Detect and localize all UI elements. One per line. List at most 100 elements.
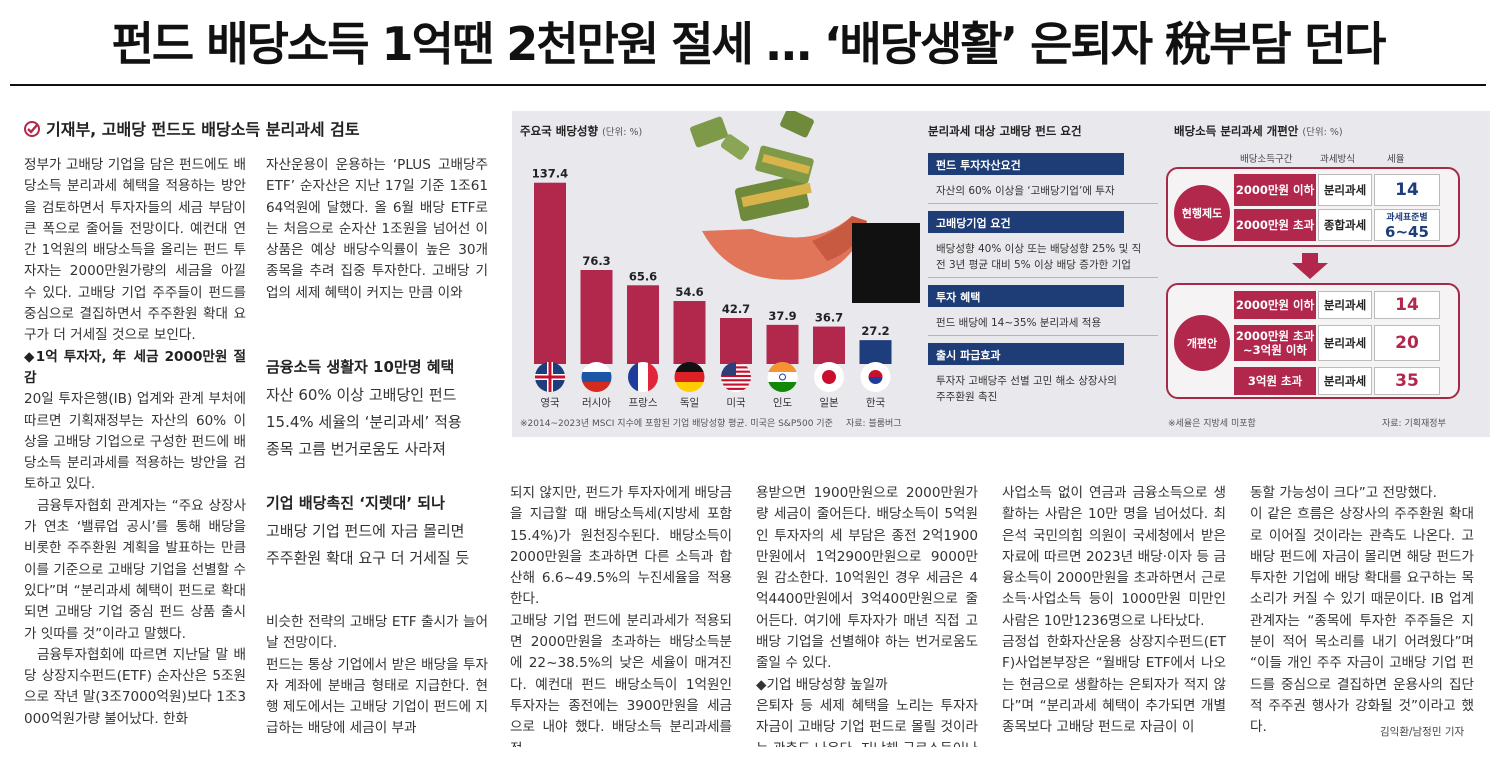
- chart-note: ※2014~2023년 MSCI 지수에 포함된 기업 배당성향 평균. 미국은…: [520, 419, 833, 429]
- col-head-rate: 세율: [1387, 154, 1405, 165]
- bar-value-label: 137.4: [532, 167, 568, 181]
- mid-text-2: 고배당 기업 펀드에 자금 몰리면 주주환원 확대 요구 더 거세질 듯: [266, 518, 496, 572]
- country-flag-icon: [767, 362, 798, 392]
- dark-block: [852, 223, 920, 303]
- infographic: 주요국 배당성향 (단위: %) 137.4 영국 76.3 러시아 65.6 프랑스 54…: [512, 111, 1490, 437]
- reform-title-text: 배당소득 분리과세 개편안: [1174, 124, 1299, 138]
- cur-range-1: 2000만원 이하: [1234, 174, 1316, 206]
- bar: [859, 340, 892, 364]
- bar-value-label: 36.7: [815, 311, 843, 325]
- req-head-4: 출시 파급효과: [928, 343, 1124, 365]
- category-label: 미국: [726, 397, 746, 409]
- req-body-4: 투자자 고배당주 선별 고민 해소 상장사의 주주환원 촉진: [936, 375, 1117, 403]
- cur-method-1: 분리과세: [1318, 174, 1372, 206]
- req-head-3: 투자 혜택: [928, 285, 1124, 307]
- category-label: 러시아: [582, 397, 611, 409]
- bar-value-label: 42.7: [722, 302, 750, 316]
- bar: [534, 182, 566, 364]
- divider: [928, 203, 1158, 204]
- reform-source: 자료: 기획재정부: [1382, 419, 1446, 429]
- bar-value-label: 76.3: [582, 254, 610, 268]
- col-head-method: 과세방식: [1320, 154, 1355, 165]
- req-body-3: 펀드 배당에 14~35% 분리과세 적용: [936, 317, 1102, 329]
- divider: [928, 335, 1158, 336]
- req-head-2: 고배당기업 요건: [928, 211, 1124, 233]
- bar-value-label: 37.9: [768, 309, 796, 323]
- paragraph: 금융투자협회에 따르면 지난달 말 배당 상장지수펀드(ETF) 순자산은 5조…: [24, 646, 246, 727]
- country-flag-icon: [581, 362, 612, 392]
- col-head-range: 배당소득구간: [1240, 154, 1293, 165]
- mid-line: 고배당 기업 펀드에 자금 몰리면: [266, 522, 465, 540]
- subhead-text: 기재부, 고배당 펀드도 배당소득 분리과세 검토: [46, 120, 360, 139]
- cur-rate-2: 과세표준별 6~45: [1374, 209, 1440, 241]
- country-flag-icon: [860, 362, 891, 392]
- cur-rate-1: 14: [1374, 174, 1440, 206]
- bar: [580, 270, 613, 364]
- mid-line: 15.4% 세율의 ‘분리과세’ 적용: [266, 413, 462, 431]
- country-flag-icon: [674, 362, 705, 392]
- headline-rule: [10, 84, 1486, 86]
- new-method-1: 분리과세: [1318, 291, 1372, 319]
- article-col-2: 자산운용이 운용하는 ‘PLUS 고배당주 ETF’ 순자산은 지난 17일 기…: [266, 157, 488, 301]
- new-range-1: 2000만원 이하: [1234, 291, 1316, 319]
- headline: 펀드 배당소득 1억땐 2천만원 절세 … ‘배당생활’ 은퇴자 稅부담 던다: [111, 17, 1387, 71]
- chart-title-text: 주요국 배당성향: [520, 124, 599, 138]
- bar: [673, 301, 706, 364]
- bar-value-label: 54.6: [675, 285, 703, 299]
- bar: [720, 318, 752, 364]
- category-label: 한국: [866, 397, 886, 409]
- bar-value-label: 27.2: [861, 324, 889, 338]
- country-flag-icon: [535, 362, 565, 392]
- bar: [813, 326, 845, 364]
- mid-line: 종목 고름 번거로움도 사라져: [266, 440, 446, 458]
- chart-title: 주요국 배당성향 (단위: %): [520, 123, 642, 139]
- paragraph: 20일 투자은행(IB) 업계와 관계 부처에 따르면 기획재정부는 자산의 6…: [24, 391, 246, 493]
- reform-title: 배당소득 분리과세 개편안 (단위: %): [1174, 123, 1343, 139]
- mid-line: 자산 60% 이상 고배당인 펀드: [266, 386, 457, 404]
- new-rate-1: 14: [1374, 291, 1440, 319]
- requirements-title: 분리과세 대상 고배당 펀드 요건: [928, 124, 1082, 138]
- article-col-1: 정부가 고배당 기업을 담은 펀드에도 배당소득 분리과세 혜택을 적용하는 방…: [24, 155, 246, 745]
- new-method-3: 분리과세: [1318, 367, 1372, 395]
- mid-heading-2: 기업 배당촉진 ‘지렛대’ 되나: [266, 494, 445, 512]
- new-method-2: 분리과세: [1318, 325, 1372, 361]
- req-body-2: 배당성향 40% 이상 또는 배당성향 25% 및 직전 3년 평균 대비 5%…: [936, 243, 1142, 271]
- bar-value-label: 65.6: [629, 269, 657, 283]
- category-label: 영국: [540, 397, 560, 409]
- divider: [928, 277, 1158, 278]
- new-label: 개편안: [1174, 315, 1230, 371]
- article-col-5: 사업소득 없이 연금과 금융소득으로 생활하는 사람은 10만 명을 넘어섰다.…: [1002, 485, 1226, 736]
- req-body-1: 자산의 60% 이상을 ‘고배당기업’에 투자: [936, 185, 1115, 197]
- article-col-6: 동할 가능성이 크다”고 전망했다. 이 같은 흐름은 상장사의 주주환원 확대…: [1250, 485, 1474, 733]
- category-label: 일본: [819, 396, 839, 409]
- mid-text-1: 자산 60% 이상 고배당인 펀드 15.4% 세율의 ‘분리과세’ 적용 종목…: [266, 382, 496, 463]
- req-head-1: 펀드 투자자산요건: [928, 153, 1124, 175]
- new-range-3: 3억원 초과: [1234, 367, 1316, 395]
- bar-chart: 137.4 영국 76.3 러시아 65.6 프랑스 54.6 독일 42.7 미국 37.9 인도 3…: [532, 167, 892, 409]
- chart-source: 자료: 블룸버그: [846, 419, 902, 429]
- country-flag-icon: [814, 362, 844, 392]
- chart-unit: (단위: %): [602, 127, 643, 138]
- mid-line: 주주환원 확대 요구 더 거세질 듯: [266, 549, 470, 567]
- new-rate-2: 20: [1374, 325, 1440, 361]
- new-rate-3: 35: [1374, 367, 1440, 395]
- paragraph: 정부가 고배당 기업을 담은 펀드에도 배당소득 분리과세 혜택을 적용하는 방…: [24, 157, 246, 344]
- article-col-4: 용받으면 1900만원으로 2000만원가량 세금이 줄어든다. 배당소득이 5…: [756, 485, 978, 747]
- article-col-2b: 비슷한 전략의 고배당 ETF 출시가 늘어날 전망이다. 펀드는 통상 기업에…: [266, 614, 488, 737]
- country-flag-icon: [721, 362, 751, 392]
- new-range-2: 2000만원 초과 ~3억원 이하: [1234, 325, 1316, 361]
- reform-unit: (단위: %): [1302, 127, 1343, 138]
- category-label: 독일: [680, 396, 699, 409]
- section-head: ◆1억 투자자, 年 세금 2000만원 절감: [24, 348, 246, 386]
- article-col-3: 되지 않지만, 펀드가 투자자에게 배당금을 지급할 때 배당소득세(지방세 포…: [510, 485, 732, 747]
- category-label: 인도: [773, 397, 793, 409]
- current-label: 현행제도: [1174, 185, 1230, 241]
- category-label: 프랑스: [629, 397, 658, 409]
- bar: [766, 324, 799, 364]
- cur-method-2: 종합과세: [1318, 209, 1372, 241]
- byline: 김익환/남정민 기자: [1380, 726, 1465, 738]
- reform-note: ※세율은 지방세 미포함: [1168, 419, 1256, 429]
- paragraph: 금융투자협회 관계자는 “주요 상장사가 연초 ‘밸류업 공시’를 통해 배당을…: [24, 497, 246, 642]
- subhead: 기재부, 고배당 펀드도 배당소득 분리과세 검토: [24, 116, 360, 140]
- down-arrow-icon: [1292, 253, 1328, 279]
